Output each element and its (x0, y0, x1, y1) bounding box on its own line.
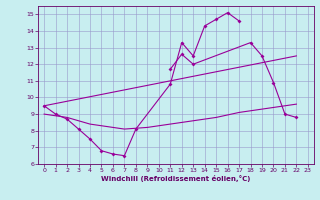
X-axis label: Windchill (Refroidissement éolien,°C): Windchill (Refroidissement éolien,°C) (101, 175, 251, 182)
